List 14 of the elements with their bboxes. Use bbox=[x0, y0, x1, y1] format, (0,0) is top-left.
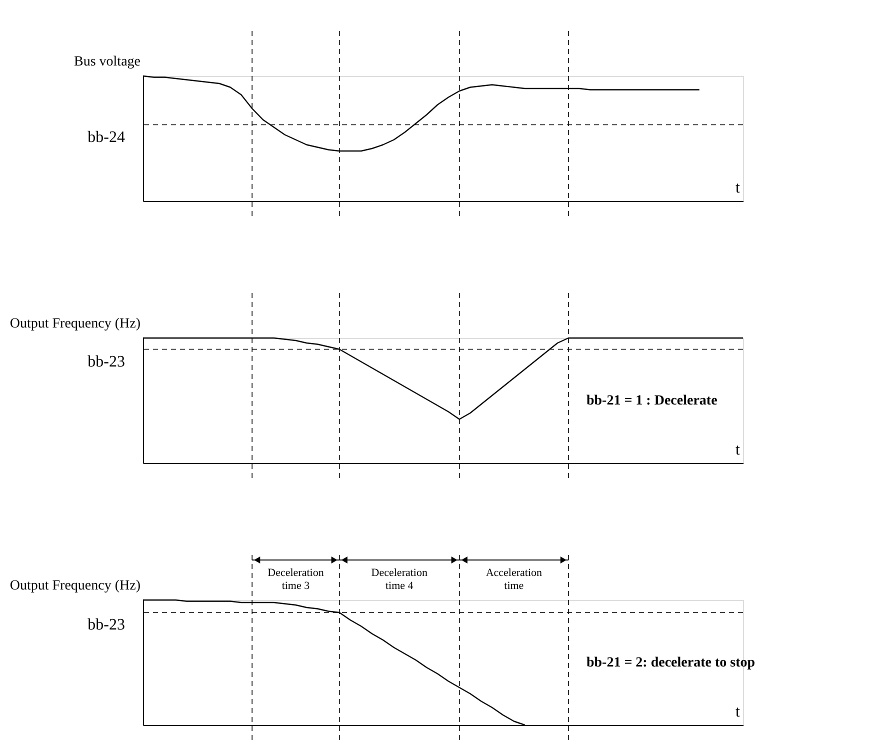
annotation: bb-21 = 2: decelerate to stop bbox=[586, 656, 756, 670]
y-axis-title: Output Frequency (Hz) bbox=[10, 578, 141, 594]
x-axis-title: t bbox=[736, 442, 740, 458]
y-axis-title: Output Frequency (Hz) bbox=[10, 316, 141, 332]
x-axis-title: t bbox=[736, 180, 740, 196]
text: Deceleration time 3 bbox=[268, 567, 324, 592]
ref-line-label: bb-23 bbox=[88, 616, 125, 634]
text: Deceleration time 4 bbox=[371, 567, 428, 592]
annotation: bb-21 = 1 : Decelerate bbox=[586, 394, 718, 408]
text: Acceleration time bbox=[486, 567, 543, 592]
y-axis-title: Bus voltage bbox=[74, 54, 140, 70]
x-axis-title: t bbox=[736, 704, 740, 720]
ref-line-label: bb-24 bbox=[88, 128, 125, 146]
ref-line-label: bb-23 bbox=[88, 353, 125, 370]
